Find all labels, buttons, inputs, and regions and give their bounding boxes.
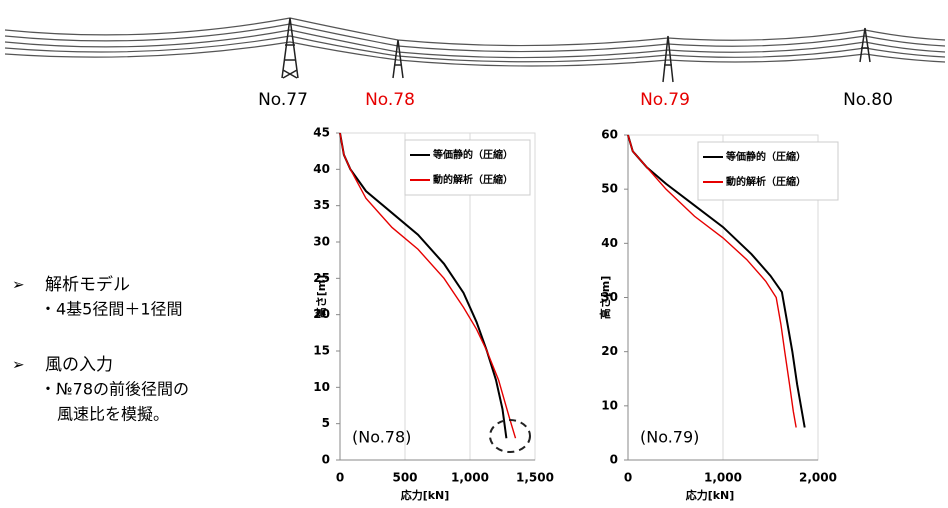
y-tick-label: 0	[610, 453, 618, 467]
y-tick-label: 0	[322, 453, 330, 467]
bullet-line: 風速比を模擬。	[57, 405, 169, 424]
y-tick-label: 30	[601, 290, 618, 304]
annotation: (No.79)	[640, 428, 699, 447]
bullet-line: ・№78の前後径間の	[40, 380, 189, 399]
y-tick-label: 25	[313, 271, 330, 285]
wires	[4, 17, 946, 67]
series-line	[627, 134, 797, 428]
y-axis-label: 高さ[m]	[598, 276, 612, 320]
x-tick-label: 0	[336, 471, 344, 485]
y-tick-label: 50	[601, 182, 618, 196]
x-axis-label: 応力[kN]	[401, 488, 450, 502]
chart: 0 1,000 2,000 0 10 20 30 40 50 60 応力[kN] 高さ[m] 等価静的（…	[598, 128, 839, 502]
y-tick-label: 40	[313, 162, 330, 176]
tower-label: No.78	[365, 90, 415, 110]
y-tick-label: 5	[322, 416, 330, 430]
bullet-marker: ➢	[12, 356, 25, 374]
y-tick-label: 30	[313, 235, 330, 249]
y-tick-label: 10	[601, 398, 618, 412]
x-tick-label: 1,500	[516, 471, 554, 485]
y-axis-label: 高さ[m]	[314, 275, 328, 319]
legend-label: 動的解析（圧縮）	[726, 175, 806, 188]
annotation: (No.78)	[352, 428, 411, 447]
legend-label: 等価静的（圧縮）	[433, 148, 513, 161]
y-tick-label: 35	[313, 198, 330, 212]
x-axis-label: 応力[kN]	[686, 488, 735, 502]
x-tick-label: 0	[624, 471, 632, 485]
x-tick-label: 1,000	[451, 471, 489, 485]
legend-box	[404, 139, 531, 196]
towers	[281, 17, 871, 83]
bullet-marker: ➢	[12, 276, 25, 294]
legend-label: 等価静的（圧縮）	[726, 150, 806, 163]
series-line	[339, 132, 517, 439]
highlight-circle	[489, 419, 531, 453]
bullet-title: 解析モデル	[45, 274, 130, 295]
y-tick-label: 20	[313, 307, 330, 321]
tower-label: No.79	[640, 90, 690, 110]
x-tick-label: 1,000	[704, 471, 742, 485]
bullet-line: ・4基5径間＋1径間	[40, 300, 183, 319]
y-tick-label: 10	[313, 380, 330, 394]
x-tick-label: 2,000	[799, 471, 837, 485]
chart: 0 500 1,000 1,500 0 5 10 15 20 25 30 35 40 45 応力[kN] 高さ…	[313, 126, 554, 503]
legend-label: 動的解析（圧縮）	[433, 173, 513, 186]
tower-label: No.80	[843, 90, 893, 110]
bullet-title: 風の入力	[45, 355, 113, 375]
tower-label: No.77	[258, 90, 308, 110]
y-tick-label: 60	[601, 128, 618, 142]
y-tick-label: 40	[601, 236, 618, 250]
y-tick-label: 20	[601, 344, 618, 358]
y-tick-label: 45	[313, 126, 330, 140]
y-tick-label: 15	[313, 344, 330, 358]
x-tick-label: 500	[392, 471, 417, 485]
legend-box	[697, 141, 839, 201]
